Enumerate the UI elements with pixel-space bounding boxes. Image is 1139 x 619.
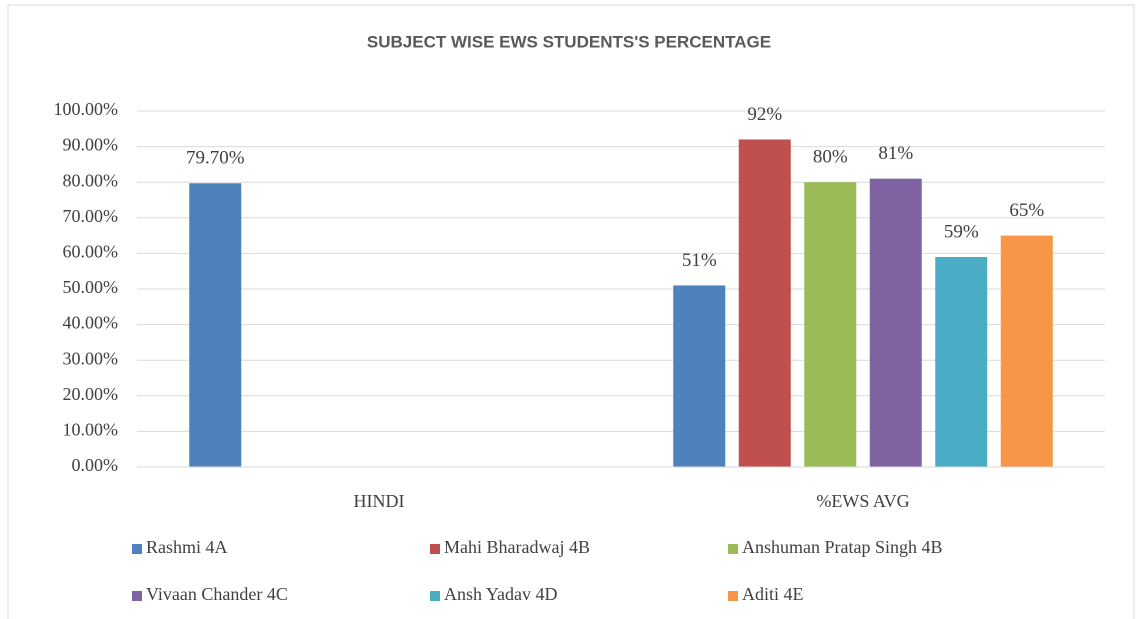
legend-swatch	[132, 544, 142, 554]
y-tick-label: 50.00%	[63, 277, 119, 297]
bar	[869, 178, 922, 467]
y-tick-label: 40.00%	[63, 313, 119, 333]
legend-label: Rashmi 4A	[146, 537, 228, 557]
data-label: 79.70%	[186, 148, 245, 169]
y-tick-label: 80.00%	[63, 170, 119, 190]
legend-swatch	[132, 591, 142, 601]
bar	[935, 256, 988, 467]
bar	[804, 182, 857, 467]
y-tick-label: 0.00%	[72, 455, 119, 475]
legend-label: Vivaan Chander 4C	[146, 584, 288, 604]
y-tick-label: 10.00%	[63, 420, 119, 440]
data-label: 92%	[747, 104, 782, 125]
y-tick-label: 90.00%	[63, 135, 119, 155]
bar	[1000, 235, 1053, 467]
legend-swatch	[430, 544, 440, 554]
bar	[738, 139, 791, 468]
y-tick-label: 100.00%	[54, 99, 119, 119]
y-tick-label: 70.00%	[63, 206, 119, 226]
legend-label: Ansh Yadav 4D	[444, 584, 558, 604]
legend-swatch	[728, 591, 738, 601]
y-tick-label: 60.00%	[63, 242, 119, 262]
bar	[673, 285, 726, 467]
x-tick-label: %EWS AVG	[816, 491, 909, 511]
x-tick-label: HINDI	[354, 491, 405, 511]
data-label: 81%	[878, 143, 913, 164]
legend-swatch	[728, 544, 738, 554]
legend-label: Anshuman Pratap Singh 4B	[742, 537, 943, 557]
data-label: 65%	[1009, 200, 1044, 221]
y-tick-label: 20.00%	[63, 384, 119, 404]
data-label: 51%	[682, 250, 717, 271]
y-tick-label: 30.00%	[63, 348, 119, 368]
legend-label: Mahi Bharadwaj 4B	[444, 537, 590, 557]
bar	[189, 183, 242, 467]
chart-title: SUBJECT WISE EWS STUDENTS'S PERCENTAGE	[367, 32, 771, 51]
data-label: 59%	[944, 221, 979, 242]
legend-label: Aditi 4E	[742, 584, 804, 604]
legend-swatch	[430, 591, 440, 601]
data-label: 80%	[813, 147, 848, 168]
